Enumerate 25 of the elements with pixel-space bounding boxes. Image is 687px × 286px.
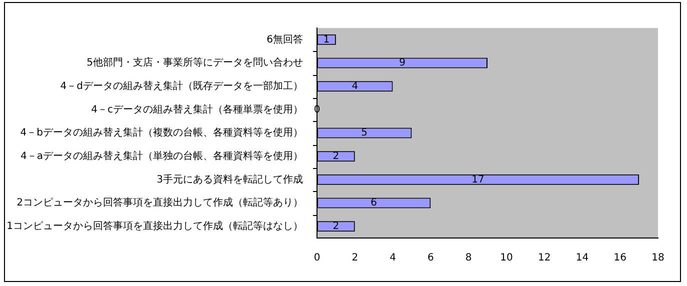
y-tick-label: 4－aデータの組み替え集計（単独の台帳、各種資料等を使用） (20, 150, 303, 162)
x-tick-label: 8 (465, 252, 472, 264)
x-tick-label: 0 (314, 252, 320, 264)
x-tick-label: 14 (576, 252, 589, 264)
x-tick-label: 2 (352, 252, 358, 264)
data-label: 1 (323, 34, 330, 46)
data-label: 4 (352, 80, 358, 92)
y-tick-label: 2コンピュータから回答事項を直接出力して作成（転記等あり） (16, 196, 303, 209)
data-label: 6 (370, 198, 378, 209)
x-tick-label: 6 (427, 252, 434, 264)
x-tick-label: 4 (390, 252, 396, 264)
x-tick-label: 12 (538, 252, 551, 264)
x-tick-label: 10 (500, 252, 513, 264)
y-tick-label: 1コンピュータから回答事項を直接出力して作成（転記等はなし） (6, 220, 303, 232)
data-label: 17 (472, 174, 484, 186)
y-tick-label: 3手元にある資料を転記して作成 (156, 173, 303, 186)
x-tick-label: 16 (614, 252, 626, 264)
data-label: 9 (399, 58, 406, 69)
data-label: 5 (361, 128, 368, 139)
y-tick-label: 4－cデータの組み替え集計（各種単票を使用） (91, 103, 303, 116)
y-tick-label: 5他部門・支店・事業所等にデータを問い合わせ (86, 56, 303, 69)
y-tick-label: 4－bデータの組み替え集計（複数の台帳、各種資料等を使用） (20, 126, 303, 139)
y-tick-label: 6無回答 (266, 33, 303, 46)
y-tick-label: 4－dデータの組み替え集計（既存データを一部加工） (60, 80, 303, 92)
x-tick-label: 18 (652, 252, 664, 264)
